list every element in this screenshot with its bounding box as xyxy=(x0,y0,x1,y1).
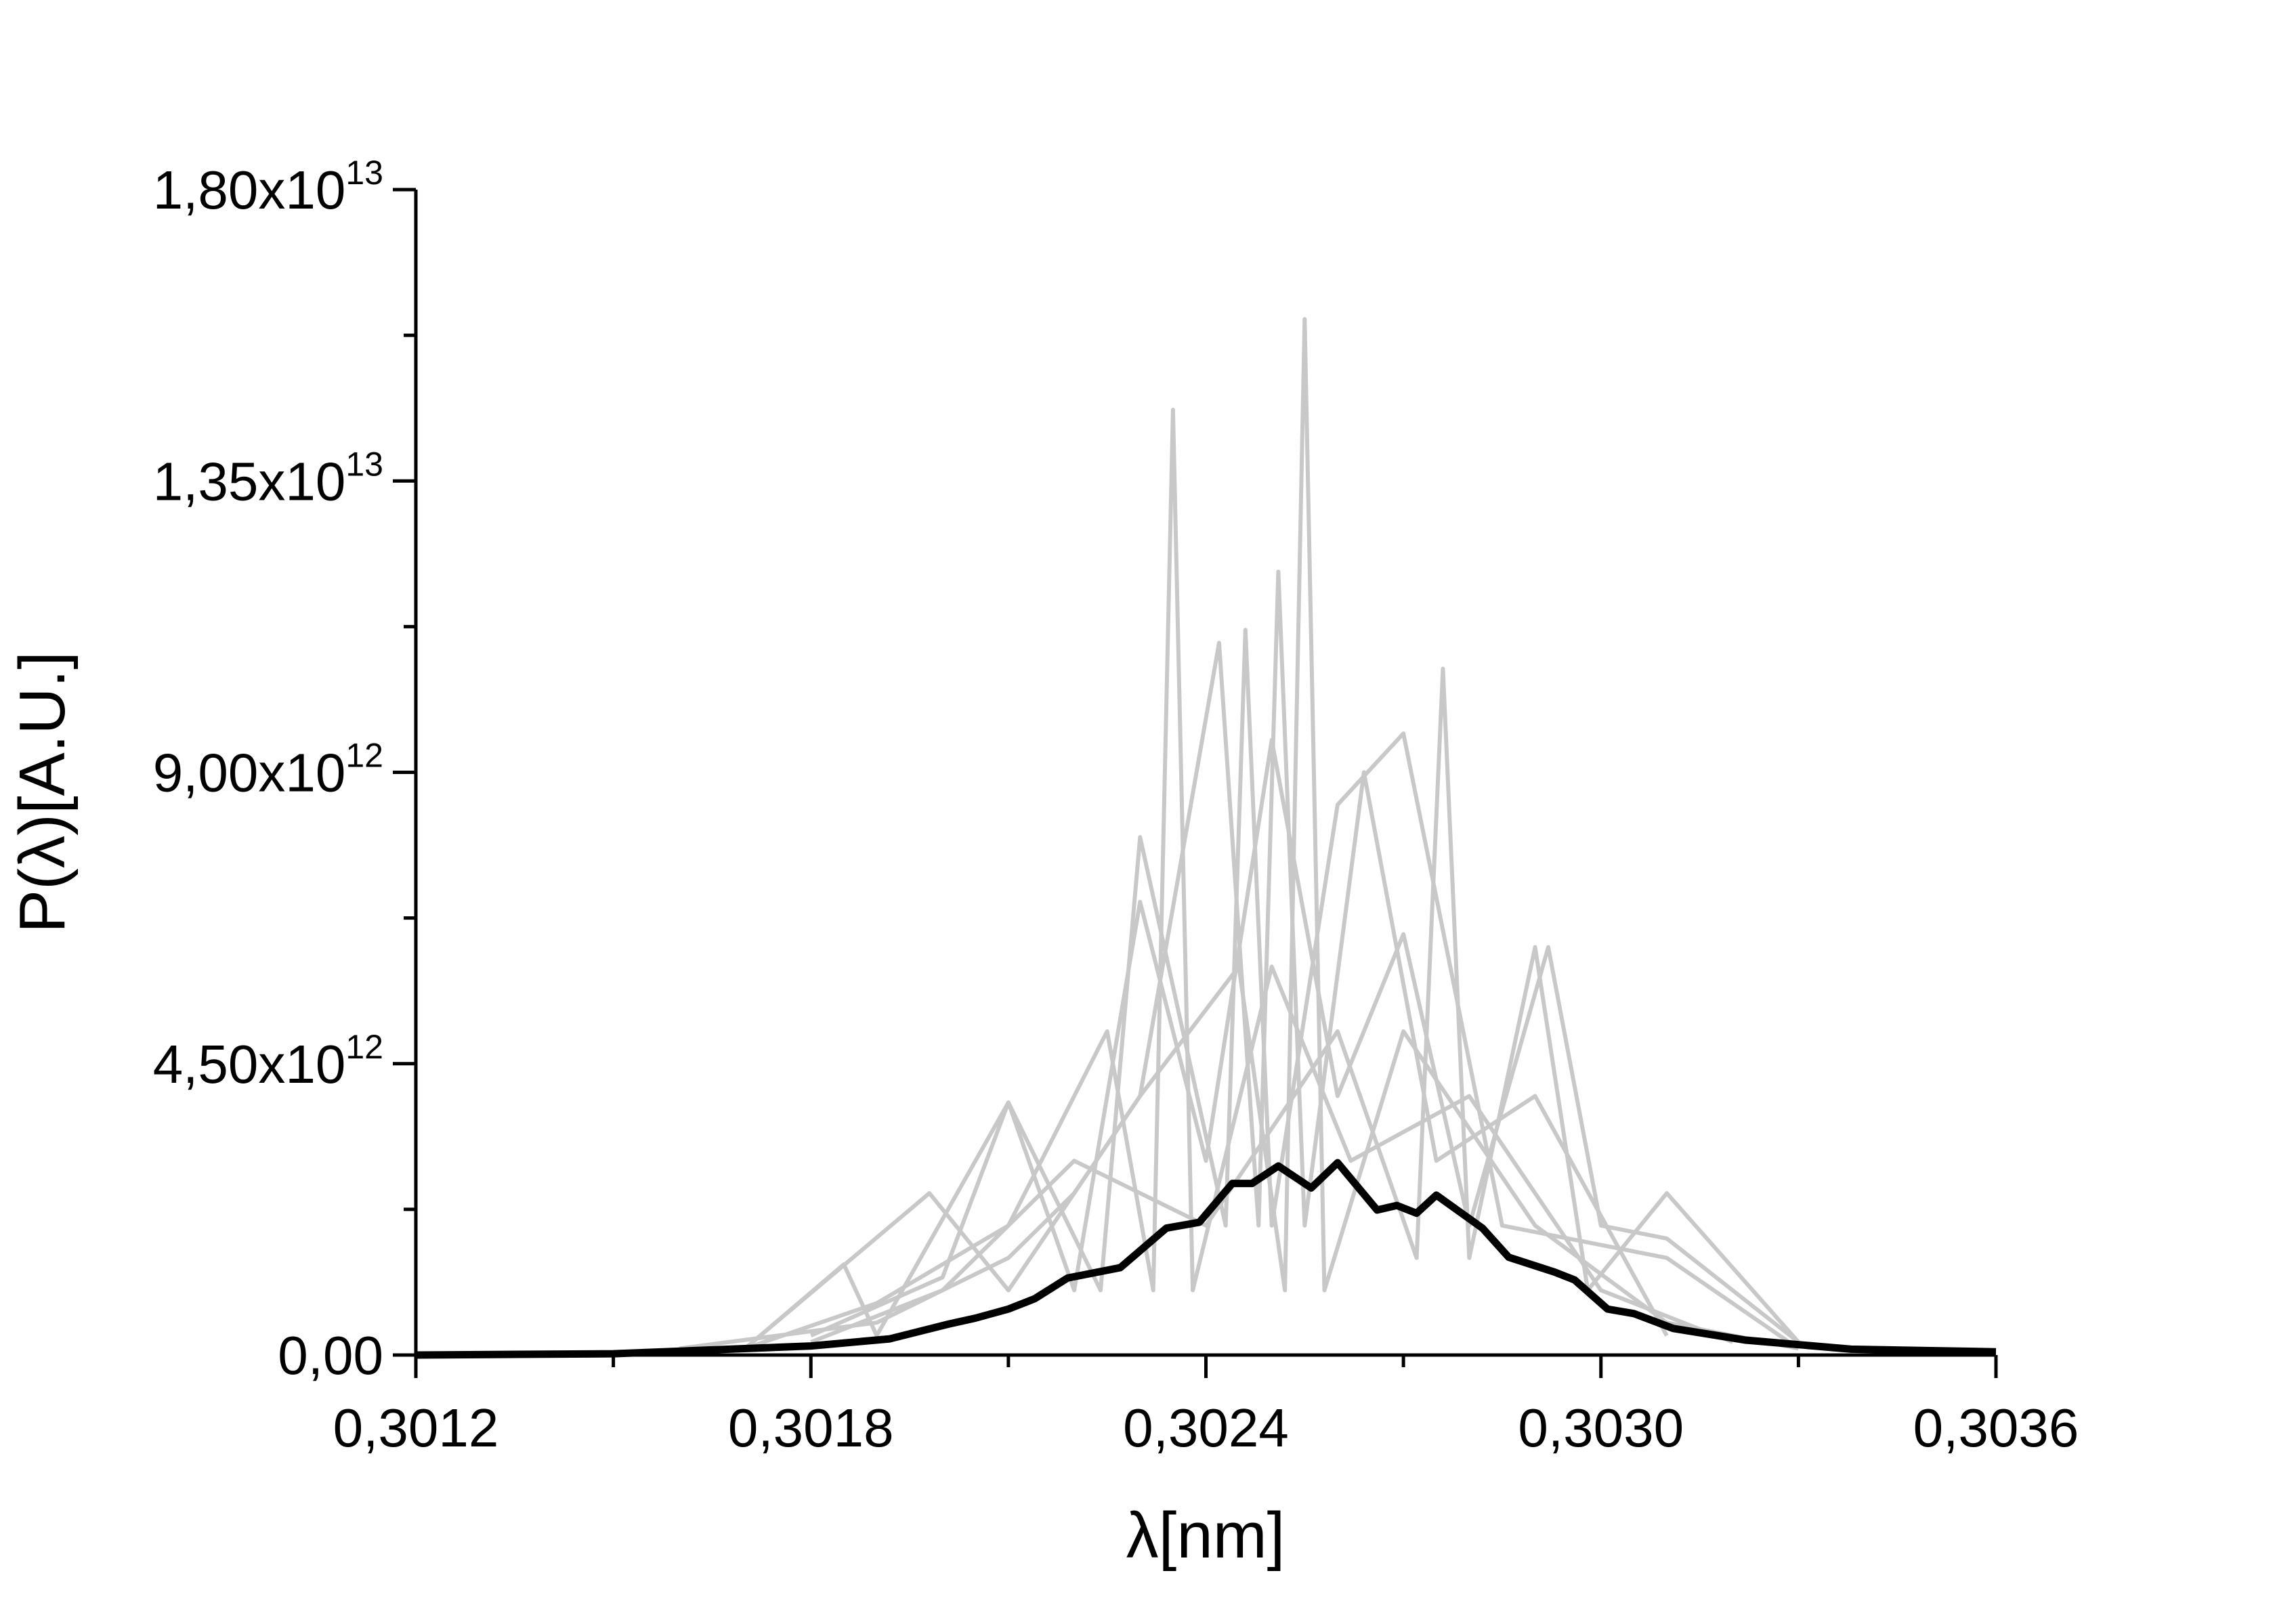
y-tick-mantissa: 9,00x10 xyxy=(153,743,346,803)
y-tick-mantissa: 4,50x10 xyxy=(153,1034,346,1094)
y-tick-mantissa: 0,00 xyxy=(278,1325,383,1386)
x-tick-label: 0,3024 xyxy=(1123,1398,1289,1458)
y-tick-label: 1,35x1013 xyxy=(153,445,383,511)
spectrum-line xyxy=(810,737,1800,1344)
y-tick-exponent: 13 xyxy=(345,154,383,192)
x-tick-label: 0,3018 xyxy=(728,1398,894,1458)
spectrum-line xyxy=(415,1159,1997,1359)
y-tick-label: 1,80x1013 xyxy=(153,154,383,220)
y-tick-exponent: 12 xyxy=(345,1028,383,1066)
y-axis-label: P(λ)[A.U.] xyxy=(6,651,79,933)
y-tick-exponent: 13 xyxy=(345,445,383,483)
y-tick-exponent: 12 xyxy=(345,737,383,775)
spectrum-line xyxy=(679,317,1799,1351)
y-tick-label: 9,00x1012 xyxy=(153,737,383,803)
x-tick-label: 0,3012 xyxy=(333,1398,499,1458)
x-tick-label: 0,3030 xyxy=(1518,1398,1684,1458)
x-axis-label: λ[nm] xyxy=(1126,1499,1285,1572)
y-tick-mantissa: 1,35x10 xyxy=(153,451,346,511)
y-tick-label: 4,50x1012 xyxy=(153,1028,383,1094)
y-tick-mantissa: 1,80x10 xyxy=(153,160,346,220)
y-tick-label: 0,00 xyxy=(278,1325,383,1386)
spectrum-line xyxy=(810,666,1800,1344)
x-tick-label: 0,3036 xyxy=(1913,1398,2079,1458)
